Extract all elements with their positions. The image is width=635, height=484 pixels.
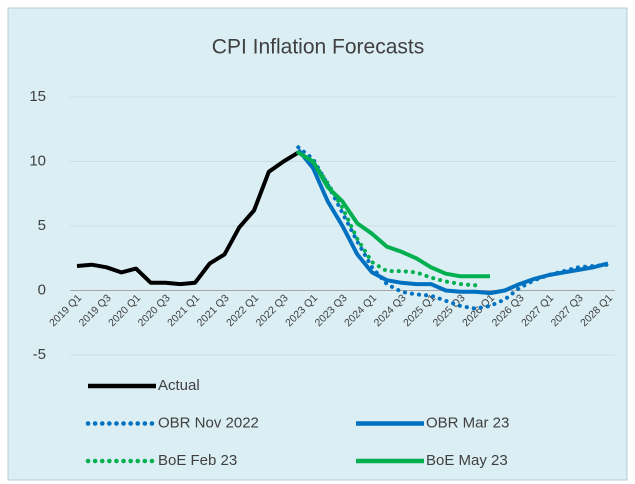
y-tick-label: 15 [29, 88, 46, 105]
chart-title: CPI Inflation Forecasts [212, 36, 424, 59]
y-tick-label: 5 [38, 217, 46, 234]
legend-label: BoE May 23 [426, 452, 508, 469]
legend-label: BoE Feb 23 [158, 452, 237, 469]
legend-label: OBR Mar 23 [426, 414, 509, 431]
legend-label: OBR Nov 2022 [158, 414, 259, 431]
y-tick-label: -5 [33, 346, 46, 363]
y-tick-label: 0 [38, 281, 46, 298]
legend-label: Actual [158, 377, 200, 394]
chart-area [7, 7, 628, 481]
series-line [297, 150, 490, 279]
y-tick-label: 10 [29, 152, 46, 169]
series-line [76, 150, 300, 287]
series-line [296, 148, 609, 296]
